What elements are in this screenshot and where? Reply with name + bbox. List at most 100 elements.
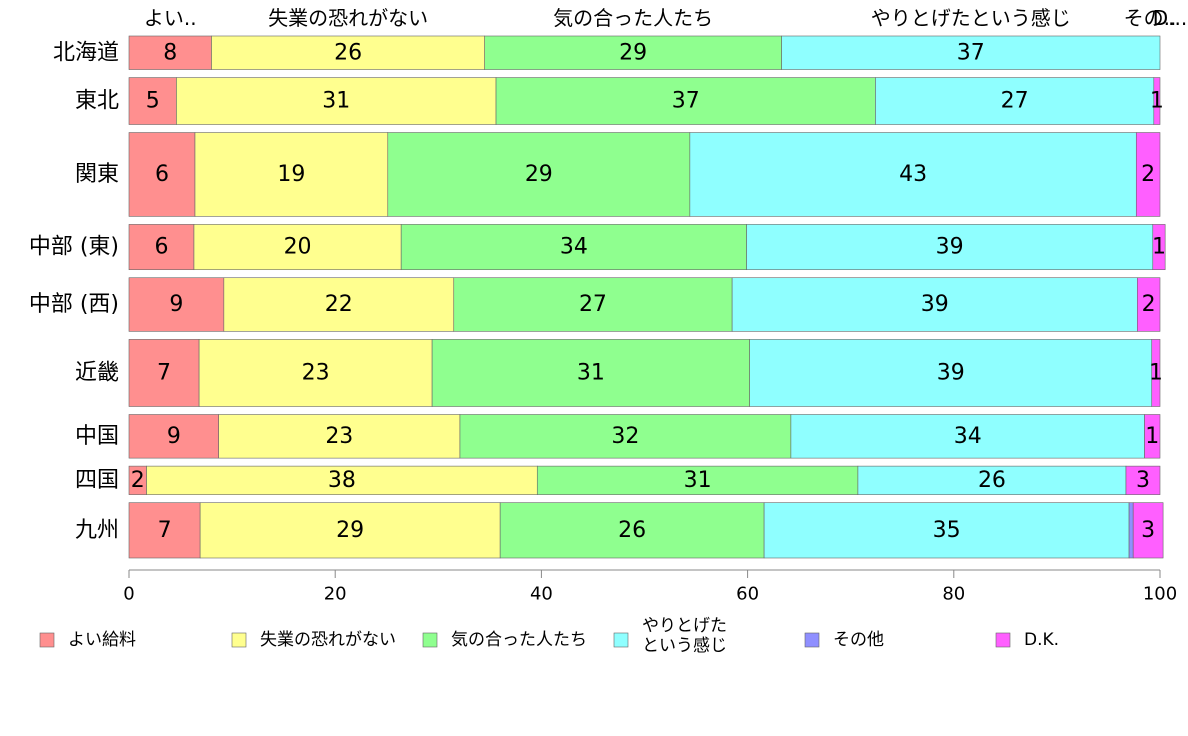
- bar-segment: [193, 224, 402, 271]
- data-label: 6: [154, 235, 168, 260]
- bar-segment: [495, 77, 876, 125]
- data-label: 26: [978, 468, 1006, 493]
- legend-swatch: [231, 632, 247, 648]
- bar-segment: [194, 132, 389, 217]
- data-label: 2: [131, 468, 145, 493]
- category-label: 四国: [75, 468, 119, 493]
- data-label: 23: [302, 360, 330, 385]
- bar-segment: [223, 277, 455, 332]
- data-label: 31: [684, 468, 712, 493]
- data-label: 32: [611, 424, 639, 449]
- category-label: 近畿: [75, 360, 119, 385]
- legend-swatch: [995, 632, 1011, 648]
- bar-segment: [1152, 224, 1166, 271]
- legend-label: 失業の恐れがない: [260, 630, 396, 650]
- legend-swatch: [613, 632, 629, 648]
- bar-segment: [749, 339, 1153, 407]
- legend-swatch: [422, 632, 438, 648]
- bar-segment: [781, 35, 1161, 70]
- data-label: 20: [284, 235, 312, 260]
- legend-label: やりとげたという感じ: [642, 616, 727, 656]
- bar-segment: [211, 35, 485, 70]
- bar-segment: [536, 465, 859, 495]
- legend-label: よい給料: [68, 630, 136, 650]
- bar-segment: [1144, 414, 1161, 459]
- legend-swatch: [804, 632, 820, 648]
- category-label: 中部 (西): [29, 292, 119, 317]
- bar-segment: [484, 35, 782, 70]
- data-label: 9: [169, 292, 183, 317]
- x-tick-label: 0: [123, 584, 134, 605]
- x-tick-label: 100: [1143, 584, 1177, 605]
- series-top-label: 気の合った人たち: [553, 6, 713, 30]
- bar-segment: [689, 132, 1137, 217]
- data-label: 1: [1150, 89, 1164, 114]
- bar-segment: [431, 339, 750, 407]
- bar-segment: [400, 224, 747, 271]
- bar-segment: [763, 502, 1130, 559]
- series-top-label: 失業の恐れがない: [268, 6, 428, 30]
- bar-segment: [128, 132, 196, 217]
- x-tick-label: 80: [942, 584, 965, 605]
- x-tick-label: 20: [324, 584, 347, 605]
- bar-segment: [1128, 502, 1134, 559]
- bar-segment: [198, 339, 433, 407]
- data-label: 1: [1152, 235, 1166, 260]
- bar-segment: [1153, 77, 1161, 125]
- data-label: 31: [577, 360, 605, 385]
- data-label: 34: [954, 424, 982, 449]
- legend-label: D.K.: [1024, 630, 1059, 650]
- data-label: 2: [1141, 162, 1155, 187]
- x-tick-label: 60: [736, 584, 759, 605]
- bar-segment: [128, 502, 201, 559]
- bar-segment: [875, 77, 1155, 125]
- bar-segment: [1132, 502, 1164, 559]
- data-label: 39: [921, 292, 949, 317]
- bar-segment: [128, 277, 225, 332]
- data-label: 9: [167, 424, 181, 449]
- bar-segment: [790, 414, 1145, 459]
- bar-segment: [1137, 277, 1161, 332]
- category-label: 中国: [75, 424, 119, 449]
- data-label: 1: [1145, 424, 1159, 449]
- bar-segment: [746, 224, 1154, 271]
- data-label: 39: [936, 235, 964, 260]
- data-label: 43: [899, 162, 927, 187]
- legend-label: その他: [833, 630, 884, 650]
- bar-segment: [128, 339, 200, 407]
- data-label: 35: [933, 518, 961, 543]
- bar-segment: [1135, 132, 1161, 217]
- data-label: 31: [322, 89, 350, 114]
- series-top-label: その..: [1124, 6, 1177, 30]
- data-label: 5: [146, 89, 160, 114]
- data-label: 29: [619, 40, 647, 65]
- data-label: 19: [277, 162, 305, 187]
- bar-segment: [1151, 339, 1161, 407]
- category-label: 関東: [75, 162, 119, 187]
- data-label: 34: [560, 235, 588, 260]
- bar-segment: [453, 277, 733, 332]
- data-label: 7: [158, 518, 172, 543]
- bar-segment: [128, 35, 212, 70]
- series-top-label: やりとげたという感じ: [871, 6, 1071, 30]
- legend-label: 気の合った人たち: [451, 630, 587, 650]
- data-label: 1: [1149, 360, 1163, 385]
- category-label: 北海道: [53, 40, 119, 65]
- bar-segment: [857, 465, 1127, 495]
- series-top-label: よい..: [144, 6, 197, 30]
- data-label: 38: [328, 468, 356, 493]
- data-label: 23: [325, 424, 353, 449]
- data-label: 29: [525, 162, 553, 187]
- data-label: 2: [1142, 292, 1156, 317]
- data-label: 22: [325, 292, 353, 317]
- data-label: 26: [334, 40, 362, 65]
- bar-segment: [459, 414, 792, 459]
- data-label: 8: [163, 40, 177, 65]
- category-label: 中部 (東): [29, 235, 119, 260]
- data-label: 27: [1001, 89, 1029, 114]
- data-label: 3: [1141, 518, 1155, 543]
- bar-segment: [387, 132, 691, 217]
- data-label: 27: [579, 292, 607, 317]
- x-tick-label: 40: [530, 584, 553, 605]
